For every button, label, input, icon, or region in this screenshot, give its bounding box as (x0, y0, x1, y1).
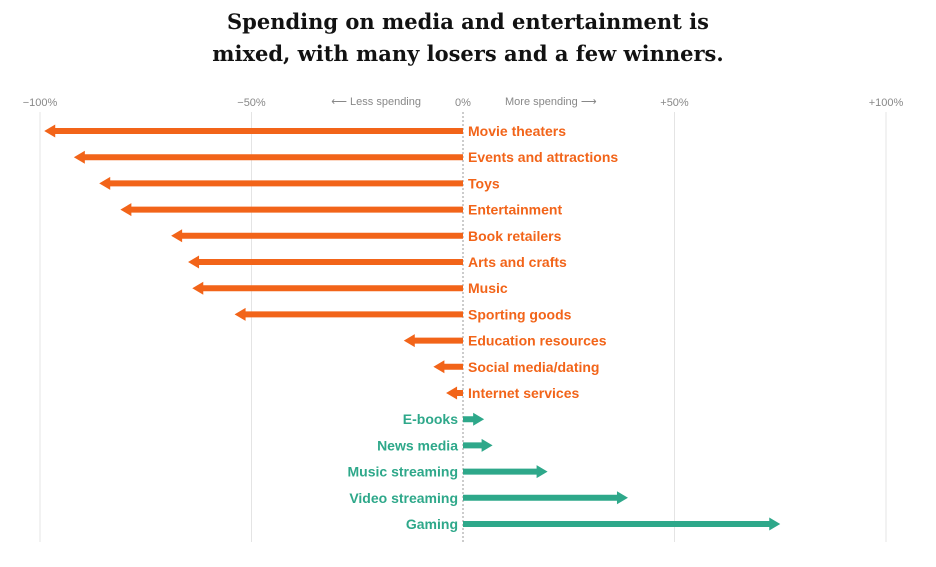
arrow-bar (463, 517, 781, 531)
arrow-bar (463, 465, 548, 479)
x-tick-label: −50% (237, 97, 266, 109)
gridlines (39, 112, 887, 542)
category-label: Internet services (468, 385, 579, 401)
category-label: Social media/dating (468, 359, 599, 375)
arrow-bar (463, 412, 485, 426)
category-label: Entertainment (468, 202, 562, 218)
x-tick-label: +50% (660, 97, 689, 109)
category-label: Movie theaters (468, 123, 566, 139)
category-label: Arts and crafts (468, 254, 567, 270)
arrow-bar (463, 438, 493, 452)
x-axis-tick-labels: −100% −50% 0% +50% +100% (23, 97, 904, 109)
category-label: Events and attractions (468, 149, 618, 165)
arrow-bar (463, 491, 628, 505)
category-label: News media (377, 437, 458, 453)
arrow-bar (120, 203, 464, 217)
arrow-bar (73, 150, 463, 164)
arrow-bar (44, 124, 463, 138)
arrow-bar (99, 176, 463, 190)
arrow-bar (403, 334, 463, 348)
arrow-bar (234, 307, 463, 321)
direction-labels: ⟵ Less spending More spending ⟶ (331, 96, 597, 108)
category-label: Toys (468, 175, 500, 191)
arrow-bar (188, 255, 464, 269)
more-spending-label: More spending ⟶ (505, 96, 597, 108)
x-tick-label: −100% (23, 97, 58, 109)
arrow-bar (171, 229, 463, 243)
less-spending-label: ⟵ Less spending (331, 96, 421, 108)
chart-title-line-1: Spending on media and entertainment is (227, 9, 709, 34)
category-label: Gaming (406, 516, 458, 532)
chart-title-line-2: mixed, with many losers and a few winner… (212, 41, 724, 66)
category-label: Book retailers (468, 228, 562, 244)
x-tick-label: 0% (455, 97, 471, 109)
category-label: Music streaming (348, 464, 458, 480)
arrow-bar (192, 281, 463, 295)
category-label: Sporting goods (468, 306, 572, 322)
arrow-bar (446, 386, 463, 400)
chart-title: Spending on media and entertainment is m… (0, 6, 936, 70)
category-label: E-books (403, 411, 458, 427)
arrow-bar (433, 360, 463, 374)
arrow-bars (44, 124, 781, 531)
x-tick-label: +100% (869, 97, 904, 109)
category-label: Education resources (468, 333, 607, 349)
category-labels: Movie theaters Events and attractions Toys… (348, 123, 619, 532)
category-label: Music (468, 280, 508, 296)
category-label: Video streaming (349, 490, 458, 506)
